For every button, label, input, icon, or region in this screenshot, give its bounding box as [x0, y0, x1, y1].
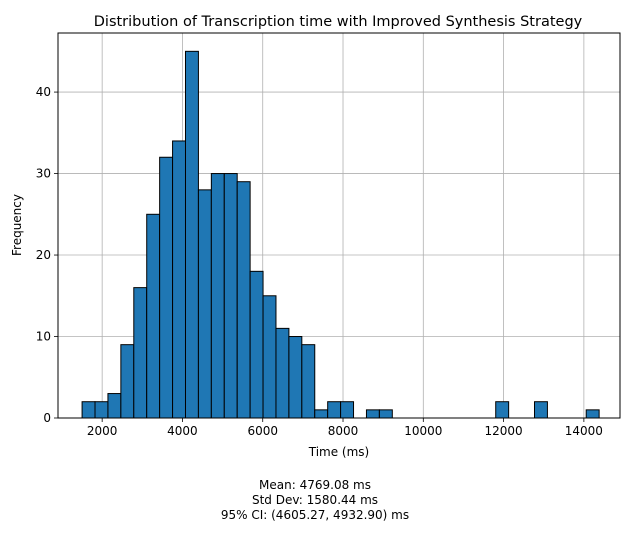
histogram-bar [172, 140, 186, 419]
x-axis-label: Time (ms) [308, 445, 370, 459]
histogram-bar [146, 213, 161, 419]
y-tick-label: 20 [36, 248, 51, 262]
histogram-bar [210, 173, 225, 419]
chart-title: Distribution of Transcription time with … [94, 14, 583, 30]
y-tick-label: 10 [36, 330, 51, 344]
histogram-bar [533, 401, 548, 419]
x-tick-label: 4000 [167, 424, 198, 438]
x-tick-label: 12000 [484, 424, 522, 438]
stats-mean: Mean: 4769.08 ms [259, 478, 371, 492]
stats-block: Mean: 4769.08 ms Std Dev: 1580.44 ms 95%… [0, 478, 630, 523]
histogram-bar [249, 270, 264, 419]
histogram-bar [327, 401, 342, 419]
x-tick-label: 10000 [404, 424, 442, 438]
grid-lines [58, 33, 620, 419]
y-tick-label: 40 [36, 85, 51, 99]
stats-std-dev: Std Dev: 1580.44 ms [251, 493, 379, 507]
histogram-bar [236, 181, 251, 419]
x-axis-ticks: 2000 4000 6000 8000 10000 12000 14000 [87, 418, 603, 438]
y-tick-label: 30 [36, 167, 51, 181]
histogram-bar [120, 344, 135, 419]
histogram-bar [223, 173, 238, 419]
histogram-bar [495, 401, 510, 419]
histogram-bar [262, 295, 277, 419]
histogram-bar [159, 156, 174, 419]
histogram-bar [365, 409, 380, 419]
histogram-bar [184, 50, 199, 419]
stats-confidence-interval: 95% CI: (4605.27, 4932.90) ms [220, 508, 410, 522]
y-axis-label: Frequency [10, 194, 24, 256]
y-axis-ticks: 0 10 20 30 40 [36, 85, 58, 425]
histogram-bar [378, 409, 393, 419]
histogram-bar [94, 401, 109, 419]
x-tick-label: 8000 [328, 424, 359, 438]
histogram-bar [314, 409, 329, 419]
histogram-bar [197, 189, 212, 419]
histogram-bar [275, 327, 290, 419]
histogram-bar [107, 393, 122, 419]
histogram-bar [133, 287, 148, 419]
histogram-bar [340, 401, 355, 419]
y-tick-label: 0 [43, 411, 51, 425]
histogram-bar [585, 409, 600, 419]
x-tick-label: 14000 [565, 424, 603, 438]
x-tick-label: 2000 [87, 424, 118, 438]
histogram-bar [288, 336, 303, 419]
plot-frame [57, 32, 621, 419]
histogram-bar [301, 344, 316, 419]
bars-group [81, 50, 600, 419]
x-tick-label: 6000 [247, 424, 278, 438]
histogram-bar [81, 401, 96, 419]
